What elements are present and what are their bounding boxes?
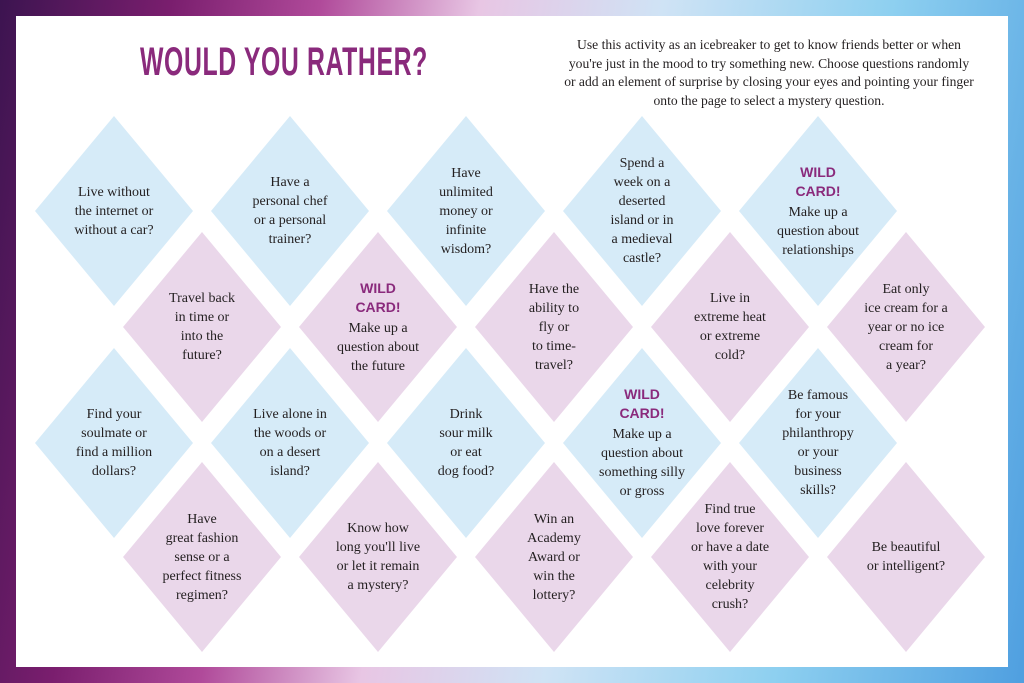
activity-card: WOULD YOU RATHER? Use this activity as a… — [16, 16, 1008, 667]
page-title: WOULD YOU RATHER? — [140, 40, 428, 84]
question-text: Drink sour milk or eat dog food? — [437, 407, 495, 479]
question-text: Make up a question about relationships — [776, 204, 860, 258]
question-text: Make up a question about the future — [336, 320, 420, 374]
question-text: Live in extreme heat or extreme cold? — [694, 291, 766, 363]
wild-card-label: WILD CARD! — [619, 386, 665, 421]
question-text: Have a personal chef or a personal train… — [252, 175, 328, 247]
question-text: Be famous for your philanthropy or your … — [782, 388, 854, 498]
question-text: Live without the internet or without a c… — [74, 184, 154, 238]
question-text: Find your soulmate or find a million dol… — [75, 407, 153, 479]
instructions-text: Use this activity as an icebreaker to ge… — [564, 37, 974, 108]
question-text: Eat only ice cream for a year or no ice … — [864, 281, 948, 373]
question-text: Know how long you'll live or let it rema… — [335, 521, 421, 593]
question-text: Spend a week on a deserted island or in … — [610, 156, 674, 266]
question-text: Live alone in the woods or on a desert i… — [253, 407, 327, 479]
question-text: Make up a question about something silly… — [599, 427, 685, 499]
question-text: Find true love forever or have a date wi… — [690, 502, 770, 612]
question-text: Have great fashion sense or a perfect fi… — [162, 511, 242, 603]
question-text: Have unlimited money or infinite wisdom? — [439, 165, 493, 257]
question-text: Have the ability to fly or to time- trav… — [528, 281, 580, 373]
question-text: Win an Academy Award or win the lottery? — [527, 511, 581, 603]
question-text: Be beautiful or intelligent? — [866, 540, 946, 574]
question-text: Travel back in time or into the future? — [169, 291, 235, 363]
wild-card-label: WILD CARD! — [355, 279, 401, 315]
wild-card-label: WILD CARD! — [795, 163, 841, 199]
